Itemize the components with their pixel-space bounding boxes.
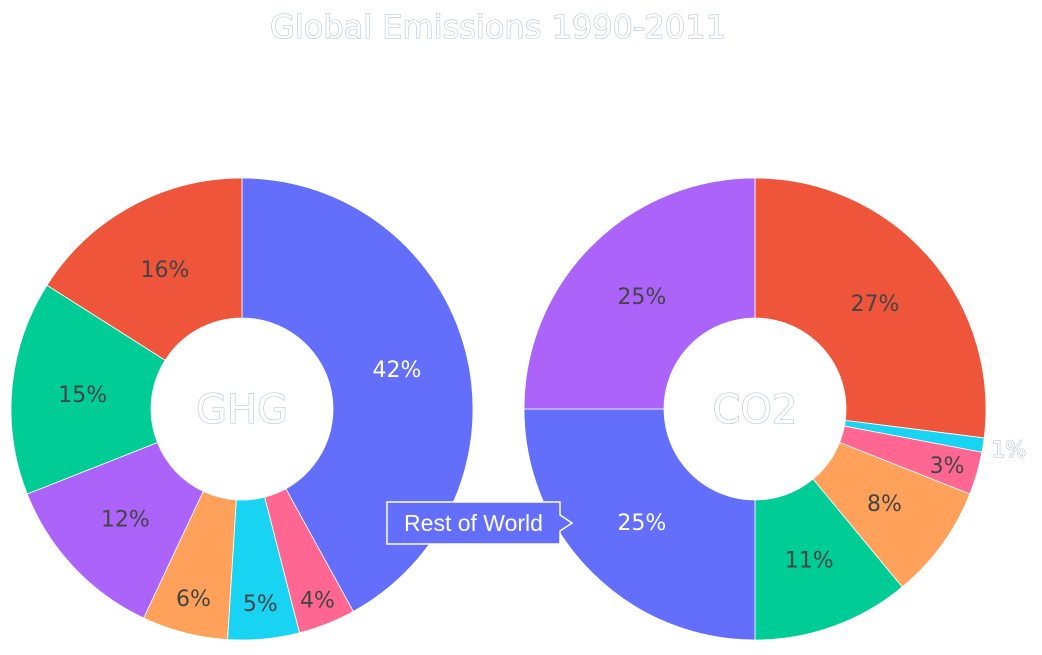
co2-slice-5[interactable]	[523, 408, 756, 641]
co2-slice-6[interactable]	[523, 177, 756, 410]
co2-slice-label-2: 3%	[930, 454, 965, 479]
chart-title: Global Emissions 1990-2011	[270, 8, 726, 46]
co2-donut: 27% 1% 3% 8% 11% 25% 25% CO2	[523, 177, 1027, 641]
ghg-center-label: GHG	[196, 387, 288, 433]
hover-tooltip-box	[386, 501, 574, 545]
co2-slice-label-6: 25%	[617, 285, 666, 310]
ghg-slice-label-1: 4%	[300, 589, 335, 614]
co2-slice-label-3: 8%	[867, 492, 902, 517]
ghg-slice-5[interactable]	[10, 284, 166, 495]
co2-slice-label-0: 27%	[851, 292, 900, 317]
hover-tooltip-label: Rest of World	[404, 510, 543, 536]
ghg-slice-label-5: 15%	[58, 383, 107, 408]
ghg-donut: 42% 4% 5% 6% 12% 15% 16% GHG	[10, 177, 474, 641]
ghg-slice-4[interactable]	[26, 441, 204, 619]
ghg-slice-6[interactable]	[46, 177, 243, 361]
ghg-slice-label-2: 5%	[243, 592, 278, 617]
ghg-slice-label-6: 16%	[140, 258, 189, 283]
co2-center-label: CO2	[713, 387, 798, 433]
hover-tooltip: Rest of World	[386, 501, 574, 545]
co2-slice-4[interactable]	[754, 478, 903, 641]
co2-slice-label-4: 11%	[785, 549, 834, 574]
co2-slice-label-1: 1%	[991, 438, 1026, 463]
ghg-slice-label-3: 6%	[176, 587, 211, 612]
ghg-slice-label-0: 42%	[373, 358, 422, 383]
co2-slice-label-5: 25%	[617, 511, 666, 536]
co2-slice-0[interactable]	[754, 177, 987, 439]
ghg-slice-label-4: 12%	[101, 508, 150, 533]
